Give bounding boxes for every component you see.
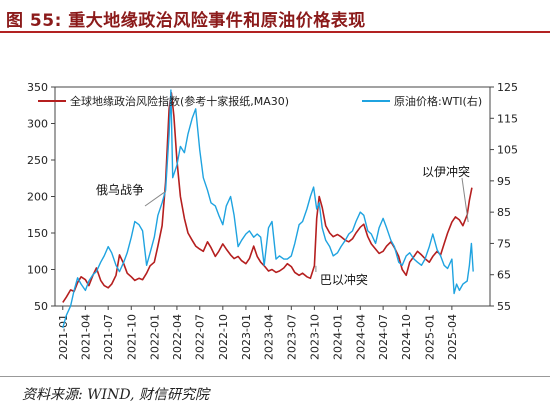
x-tick-label: 2021-04	[79, 314, 92, 360]
title-rule	[0, 31, 550, 33]
x-tick-label: 2023-04	[262, 314, 275, 360]
y-left-tick-label: 150	[27, 227, 48, 240]
y-left-tick-label: 300	[27, 118, 48, 131]
x-tick-label: 2024-04	[354, 314, 367, 360]
y-right-tick-label: 125	[497, 81, 518, 94]
x-tick-label: 2023-07	[285, 314, 298, 360]
y-right-tick-label: 95	[497, 175, 511, 188]
y-left-tick-label: 350	[27, 81, 48, 94]
y-left-tick-label: 200	[27, 191, 48, 204]
x-tick-label: 2023-10	[308, 314, 321, 360]
x-tick-label: 2024-01	[331, 314, 344, 360]
y-right-tick-label: 75	[497, 237, 511, 250]
x-tick-label: 2024-10	[400, 314, 413, 360]
legend-label: 原油价格:WTI(右)	[394, 94, 482, 108]
annotation-israel-palestine: 巴以冲突	[320, 272, 368, 287]
x-tick-label: 2022-10	[217, 314, 230, 360]
geopolitical-risk-line	[62, 91, 473, 303]
y-right-tick-label: 55	[497, 300, 511, 313]
x-tick-label: 2024-07	[377, 314, 390, 360]
annotation-russia-ukraine: 俄乌战争	[96, 182, 144, 197]
y-right-tick-label: 115	[497, 112, 518, 125]
x-tick-label: 2025-01	[423, 314, 436, 360]
y-left-tick-label: 250	[27, 154, 48, 167]
x-tick-label: 2023-01	[240, 314, 253, 360]
annotation-israel-iran: 以伊冲突	[422, 164, 470, 179]
annotation-leader	[144, 190, 167, 207]
x-tick-label: 2025-04	[446, 314, 459, 360]
source-note: 资料来源: WIND, 财信研究院	[22, 387, 209, 403]
y-right-tick-label: 85	[497, 206, 511, 219]
y-right-tick-label: 65	[497, 269, 511, 282]
line-chart: 50 100 150 200 250 300 350 55 65 75 85 95 105 115 125 2…	[27, 81, 518, 360]
x-tick-label: 2021-07	[102, 314, 115, 360]
x-tick-label: 2022-04	[171, 314, 184, 360]
figure-title: 图 55: 重大地缘政治风险事件和原油价格表现	[6, 11, 366, 31]
y-left-tick-label: 100	[27, 264, 48, 277]
y-right-tick-label: 105	[497, 144, 518, 157]
legend-label: 全球地缘政治风险指数(参考十家报纸,MA30)	[70, 94, 289, 108]
x-tick-label: 2022-01	[148, 314, 161, 360]
annotation-leader	[461, 177, 469, 223]
x-tick-label: 2022-07	[194, 314, 207, 360]
x-tick-label: 2021-10	[125, 314, 138, 360]
footer-rule	[0, 376, 550, 377]
y-left-tick-label: 50	[34, 300, 48, 313]
x-tick-label: 2021-01	[57, 314, 70, 360]
wti-price-line	[62, 89, 474, 329]
